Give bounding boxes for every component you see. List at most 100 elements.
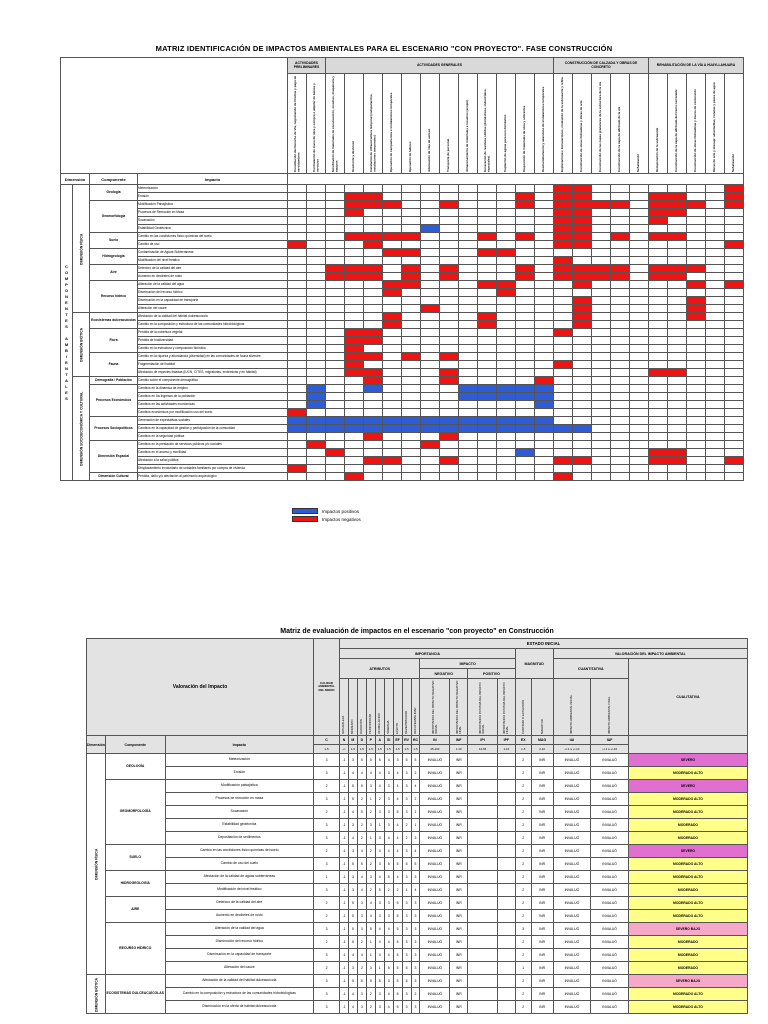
empty-cell [363,280,383,289]
empty-cell [610,248,630,257]
empty-cell [724,416,744,425]
impact-label: Afectación de especies listadas (IUCN, C… [137,368,288,377]
empty-cell [458,200,478,209]
empty-cell [534,336,554,345]
empty-cell [610,472,630,481]
negative-impact-cell [724,456,744,465]
empty-cell [496,256,516,265]
empty-cell [667,384,687,393]
empty-cell [439,280,459,289]
impact-label: Estabilidad geotécnica [164,818,315,832]
empty-cell [439,464,459,473]
empty-cell [287,456,307,465]
empty-cell [705,336,725,345]
empty-cell [610,296,630,305]
value-cell: 2 [356,818,367,832]
value-cell [496,974,516,988]
empty-cell [382,392,402,401]
empty-cell [610,240,630,249]
value-cell: INR [449,831,469,845]
empty-cell [629,328,649,337]
empty-cell [534,224,554,233]
value-cell: 3 [383,779,394,793]
impact-row: Socavación [61,216,744,225]
value-cell: 4 [401,883,412,897]
empty-cell [287,304,307,313]
rotated-attribute-header: MOMENTO [347,678,358,736]
empty-cell [629,336,649,345]
value-cell: 4 [356,844,367,858]
empty-cell [401,384,421,393]
negative-impact-cell [477,312,497,321]
value-cell: 4 [383,831,394,845]
empty-cell [306,304,326,313]
value-cell: -1 [338,935,349,949]
empty-cell [724,216,744,225]
empty-cell [629,296,649,305]
value-cell: -1 [338,1000,349,1014]
empty-cell [591,368,611,377]
activity-header: Constitución del Derecho de Vía, negocia… [287,73,307,174]
positive-impact-cell [287,416,307,425]
empty-cell [610,456,630,465]
empty-cell [287,208,307,217]
value-cell: 3 [410,948,421,962]
negative-impact-cell [534,376,554,385]
empty-cell [629,280,649,289]
empty-cell [629,392,649,401]
value-cell: INVALUÓ [419,831,451,845]
negative-impact-cell [382,312,402,321]
activity-header: Desmantelamiento y abandono de instalaci… [534,73,554,174]
impact-row: Procesos Económicos Cambios en la dinámic… [61,384,744,417]
empty-cell [420,280,440,289]
empty-cell [572,288,592,297]
negative-impact-cell [344,336,364,345]
value-cell: 3 [313,766,340,780]
value-cell: INVALUÓ [590,883,629,897]
empty-cell [534,448,554,457]
impact-label: Procesos de remoción en masa [164,792,315,806]
positive-impact-cell [515,392,535,401]
empty-cell [610,208,630,217]
empty-cell [515,248,535,257]
value-cell [467,870,498,884]
value-cell: 3 [410,974,421,988]
rotated-attribute-header: IMPORTANCIA DEL IMPACTO NEGATIVO FINAL [449,678,469,736]
rotated-attribute-header: IMPORTANCIA POSITIVA DEL IMPACTO INICIAL [467,678,498,736]
evaluation-row: AIRE Deterioro de la calidad del aire 2 -1 5… [87,896,749,923]
empty-cell [686,456,706,465]
value-cell: 4 [383,948,394,962]
empty-cell [420,408,440,417]
empty-cell [553,296,573,305]
value-cell: 2 [365,987,376,1001]
empty-cell [344,400,364,409]
empty-cell [325,408,345,417]
impact-label: Cambios en el acceso y movilidad [137,448,288,457]
value-cell: 3 [356,922,367,936]
empty-cell [724,272,744,281]
value-cell: 2 [514,792,532,806]
empty-cell [667,432,687,441]
negative-impact-cell [648,272,668,281]
value-cell: 3 [410,831,421,845]
empty-cell [515,432,535,441]
empty-cell [724,208,744,217]
impact-label: Disminución en la capacidad de transport… [137,296,288,305]
letter-header: IAI [552,735,592,745]
empty-cell [287,472,307,481]
empty-cell [325,200,345,209]
value-cell: 5 [392,974,403,988]
empty-cell [534,192,554,201]
negative-impact-cell [363,328,383,337]
value-cell: 3 [410,909,421,923]
empty-cell [610,376,630,385]
empty-cell [382,400,402,409]
empty-cell [477,400,497,409]
empty-cell [667,280,687,289]
empty-cell [686,400,706,409]
empty-cell [686,384,706,393]
value-cell: 3 [410,896,421,910]
negative-impact-cell [439,376,459,385]
empty-cell [724,352,744,361]
empty-cell [477,376,497,385]
